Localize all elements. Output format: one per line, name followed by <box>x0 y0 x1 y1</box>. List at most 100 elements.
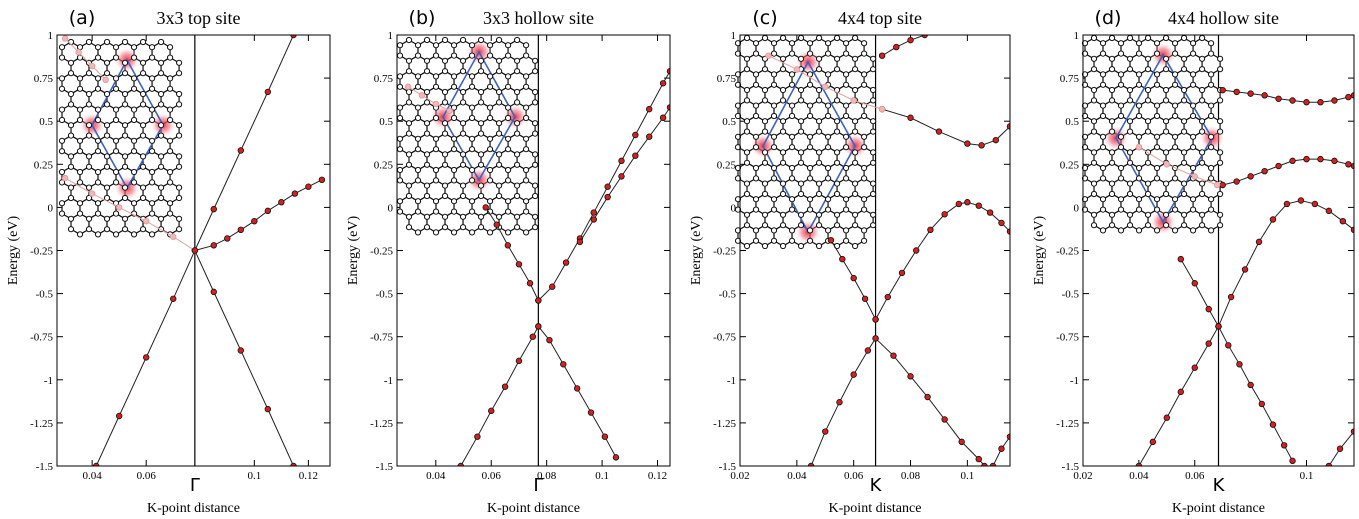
atom <box>825 176 830 181</box>
band-point <box>1346 94 1352 100</box>
atom <box>753 113 758 118</box>
atom <box>798 119 803 124</box>
atom <box>478 225 483 230</box>
atom <box>424 89 429 94</box>
atom <box>789 145 794 150</box>
band-point <box>1192 280 1198 286</box>
band-point <box>505 243 511 249</box>
atom <box>460 69 465 74</box>
atom <box>1091 98 1096 103</box>
atom <box>825 134 830 139</box>
y-tick-label: -0.5 <box>376 289 394 301</box>
band-point <box>475 434 481 440</box>
atom <box>807 51 812 56</box>
atom <box>397 43 402 48</box>
atom <box>176 133 181 138</box>
atom <box>86 185 91 190</box>
atom <box>861 41 866 46</box>
atom <box>68 227 73 232</box>
atom <box>86 133 91 138</box>
atom <box>469 84 474 89</box>
y-tick-label: -0.25 <box>713 246 736 258</box>
atom <box>505 167 510 172</box>
band-point <box>1290 98 1296 104</box>
band-point <box>319 177 325 183</box>
atom <box>1172 134 1177 139</box>
atom <box>816 56 821 61</box>
atom <box>86 164 91 169</box>
atom <box>1100 176 1105 181</box>
atom <box>825 51 830 56</box>
hexagon <box>463 212 481 233</box>
atom <box>1091 129 1096 134</box>
atom <box>505 136 510 141</box>
atom <box>861 145 866 150</box>
band-point <box>265 406 271 412</box>
atom <box>451 147 456 152</box>
atom <box>1154 228 1159 233</box>
atom <box>59 211 64 216</box>
y-tick-label: -1.25 <box>30 418 53 430</box>
panel: (b)3x3 hollow siteEnergy (eV)K-point dis… <box>346 7 673 516</box>
band-point <box>143 355 149 361</box>
atom <box>469 209 474 214</box>
band-point <box>1346 162 1352 168</box>
atom <box>1181 56 1186 61</box>
atom <box>1100 207 1105 212</box>
atom <box>140 154 145 159</box>
atom <box>1091 119 1096 124</box>
band-point <box>619 174 625 180</box>
atom <box>1172 145 1177 150</box>
atom <box>415 105 420 110</box>
atom <box>442 152 447 157</box>
band-point <box>942 211 948 217</box>
atom <box>523 105 528 110</box>
band-point <box>502 384 508 390</box>
band-point <box>873 317 879 323</box>
atom <box>514 69 519 74</box>
atom <box>140 71 145 76</box>
atom <box>1181 67 1186 72</box>
y-axis-label: Energy (eV) <box>6 216 21 286</box>
band-point <box>899 270 905 276</box>
x-tick-label: 0.04 <box>426 470 446 482</box>
atom <box>415 167 420 172</box>
band-point <box>837 399 843 405</box>
atom <box>487 199 492 204</box>
atom <box>834 35 839 40</box>
atom <box>744 181 749 186</box>
atom <box>1136 197 1141 202</box>
atom <box>122 154 127 159</box>
atom <box>122 185 127 190</box>
atom <box>406 162 411 167</box>
atom <box>104 91 109 96</box>
x-tick-label: 0.02 <box>1073 470 1092 482</box>
atom <box>1154 72 1159 77</box>
y-tick-label: -0.25 <box>30 246 53 258</box>
band-point <box>1340 218 1346 224</box>
atom <box>460 183 465 188</box>
atom <box>1154 134 1159 139</box>
atom <box>104 39 109 44</box>
atom <box>533 214 538 219</box>
atom <box>1109 67 1114 72</box>
atom <box>59 76 64 81</box>
band-point <box>956 201 962 207</box>
atom <box>59 86 64 91</box>
atom <box>852 56 857 61</box>
atom <box>1118 103 1123 108</box>
atom <box>1199 87 1204 92</box>
atom <box>1127 223 1132 228</box>
atom <box>834 129 839 134</box>
atom <box>433 199 438 204</box>
atom <box>68 60 73 65</box>
atom <box>807 145 812 150</box>
atom <box>442 225 447 230</box>
x-tick-label: 0.12 <box>648 470 667 482</box>
band-point <box>1248 91 1254 97</box>
atom <box>95 180 100 185</box>
x-axis-label: K-point distance <box>147 501 240 516</box>
hexagon <box>774 225 792 246</box>
atom <box>451 53 456 58</box>
atom <box>807 103 812 108</box>
